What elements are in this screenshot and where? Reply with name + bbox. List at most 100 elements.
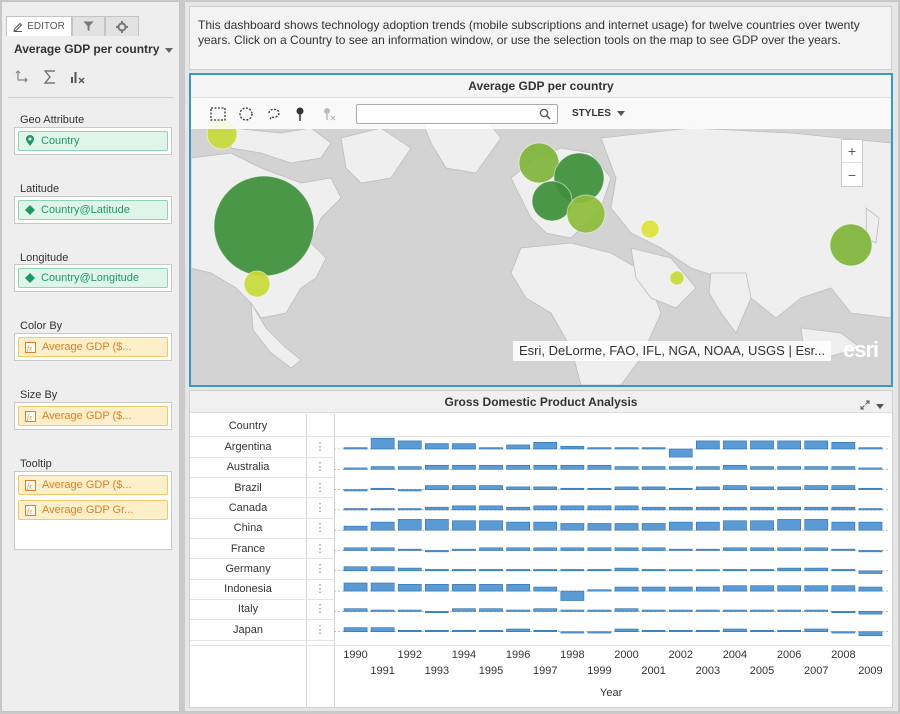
gdp-bar[interactable] (804, 485, 829, 490)
gdp-bar[interactable] (750, 569, 774, 572)
gdp-bar[interactable] (397, 440, 422, 450)
gdp-bar[interactable] (560, 547, 585, 551)
gdp-bar[interactable] (668, 609, 693, 612)
gdp-bar[interactable] (695, 466, 720, 470)
gdp-bar[interactable] (777, 466, 802, 470)
gdp-bar[interactable] (641, 569, 666, 572)
field-pill[interactable]: Country@Longitude (18, 268, 168, 288)
gdp-bar[interactable] (614, 586, 639, 592)
gdp-bar[interactable] (452, 505, 476, 511)
gdp-bar[interactable] (668, 521, 693, 531)
gdp-bar[interactable] (506, 569, 531, 572)
gdp-bar[interactable] (533, 486, 558, 490)
gdp-bar[interactable] (831, 611, 856, 614)
gdp-bar[interactable] (370, 466, 395, 470)
gdp-bar[interactable] (560, 609, 585, 612)
gdp-bar[interactable] (506, 464, 531, 470)
row-menu-icon[interactable]: ⋮ (314, 461, 326, 474)
gdp-bar[interactable] (560, 631, 585, 634)
gdp-bar[interactable] (560, 487, 585, 490)
gdp-bar[interactable] (614, 523, 639, 531)
gdp-bar[interactable] (587, 464, 612, 470)
field-pill[interactable]: Country (18, 131, 168, 151)
gdp-bar[interactable] (750, 585, 774, 592)
gdp-bar[interactable] (479, 464, 503, 470)
gdp-bar[interactable] (695, 440, 720, 450)
lasso-select-icon[interactable] (266, 104, 294, 124)
gdp-bar[interactable] (858, 611, 883, 615)
gdp-bar[interactable] (587, 523, 612, 531)
gdp-bar[interactable] (452, 584, 476, 592)
country-row-label[interactable]: Italy (237, 603, 259, 616)
chevron-down-icon[interactable] (876, 403, 884, 409)
gdp-bar[interactable] (479, 630, 503, 633)
gdp-bar[interactable] (641, 630, 666, 633)
gdp-bar[interactable] (804, 609, 829, 612)
styles-dropdown[interactable]: STYLES (572, 108, 625, 119)
country-bubble[interactable] (518, 142, 560, 184)
gdp-bar[interactable] (750, 440, 774, 450)
gdp-bar[interactable] (452, 520, 476, 531)
gdp-bar[interactable] (777, 486, 802, 490)
gdp-bar[interactable] (614, 567, 639, 572)
gdp-bar[interactable] (479, 569, 503, 572)
gdp-bar[interactable] (506, 628, 531, 633)
gdp-bar[interactable] (425, 611, 449, 614)
gdp-bar[interactable] (506, 547, 531, 551)
gdp-bar[interactable] (452, 485, 476, 490)
gdp-bar[interactable] (479, 505, 503, 511)
country-row-label[interactable]: Germany (225, 562, 271, 575)
gdp-bar[interactable] (695, 630, 720, 633)
gdp-bar[interactable] (343, 582, 368, 592)
gdp-bar[interactable] (641, 547, 666, 551)
country-row-label[interactable]: Brazil (234, 481, 262, 494)
gdp-bar[interactable] (668, 586, 693, 592)
gdp-bar[interactable] (831, 466, 856, 470)
gdp-bar[interactable] (614, 608, 639, 612)
zoom-out-button[interactable]: − (847, 166, 857, 183)
country-bubble[interactable] (531, 180, 573, 222)
zoom-in-button[interactable]: + (842, 140, 862, 163)
drop-zone[interactable]: fx Average GDP ($... (14, 333, 172, 361)
country-row-label[interactable]: Argentina (224, 441, 272, 453)
gdp-bar[interactable] (370, 609, 395, 612)
gdp-bar[interactable] (533, 608, 558, 612)
map-view[interactable] (191, 98, 891, 385)
gdp-bar[interactable] (668, 466, 693, 470)
gdp-bar[interactable] (506, 486, 531, 490)
country-bubble[interactable] (640, 219, 660, 239)
gdp-bar[interactable] (425, 630, 449, 633)
gdp-bar[interactable] (587, 487, 612, 490)
gdp-bar[interactable] (452, 464, 476, 470)
gdp-bar[interactable] (858, 550, 883, 553)
chart-sort-icon[interactable] (70, 69, 86, 85)
gdp-bar[interactable] (560, 464, 585, 470)
gdp-bar[interactable] (587, 609, 612, 612)
gdp-bar[interactable] (370, 508, 395, 511)
country-row-label[interactable]: China (233, 522, 263, 535)
gdp-bar[interactable] (479, 447, 503, 450)
gdp-bar[interactable] (587, 547, 612, 551)
gdp-bar[interactable] (479, 485, 503, 490)
gdp-bar[interactable] (425, 506, 449, 511)
gdp-bar[interactable] (641, 609, 666, 612)
country-row-label[interactable]: Indonesia (224, 583, 272, 596)
country-bubble[interactable] (566, 194, 606, 234)
gdp-bar[interactable] (533, 464, 558, 470)
gdp-bar[interactable] (750, 506, 774, 511)
gdp-bar[interactable] (723, 569, 747, 572)
gdp-bar[interactable] (533, 547, 558, 551)
gdp-bar[interactable] (641, 466, 666, 470)
gdp-bar[interactable] (506, 609, 531, 612)
gdp-bar[interactable] (397, 630, 422, 633)
gdp-bar[interactable] (804, 628, 829, 633)
gdp-bar[interactable] (750, 520, 774, 531)
circle-select-icon[interactable] (238, 104, 266, 124)
chevron-down-icon[interactable] (165, 48, 173, 53)
gdp-bar[interactable] (641, 486, 666, 490)
gdp-bar[interactable] (343, 508, 368, 511)
gdp-bar[interactable] (533, 569, 558, 572)
tab-editor[interactable]: EDITOR (6, 16, 72, 36)
gdp-bar[interactable] (343, 467, 368, 470)
gdp-bar[interactable] (560, 523, 585, 531)
